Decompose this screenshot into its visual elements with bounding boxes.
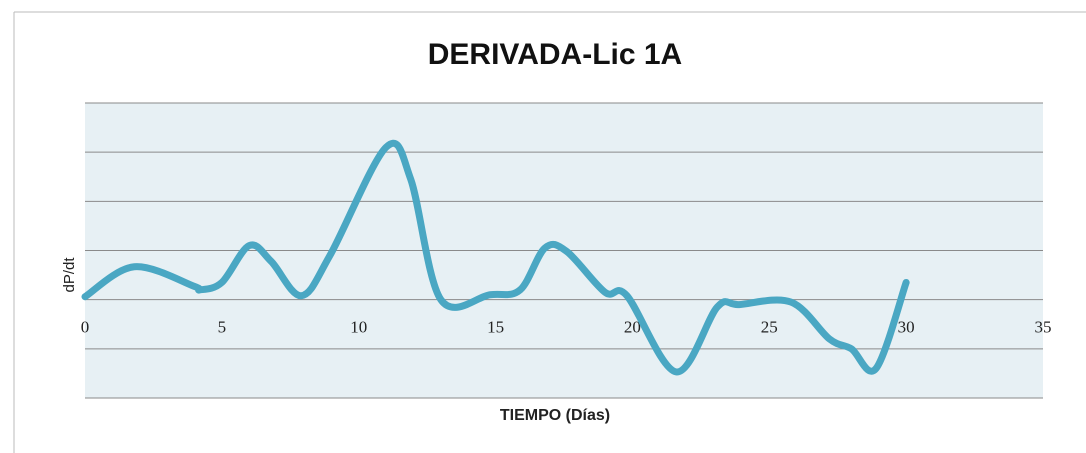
x-tick-label: 10 [350,318,367,337]
data-line [81,139,910,376]
x-tick-label: 5 [218,318,227,337]
x-tick-label: 35 [1035,318,1052,337]
x-tick-label: 25 [761,318,778,337]
chart-title: DERIVADA-Lic 1A [428,38,682,71]
x-tick-label: 30 [898,318,915,337]
x-tick-label: 20 [624,318,641,337]
x-tick-label: 15 [487,318,504,337]
x-tick-label: 0 [81,318,90,337]
y-axis-label: dP/dt [61,257,78,293]
x-axis-label: TIEMPO (Días) [500,407,610,424]
